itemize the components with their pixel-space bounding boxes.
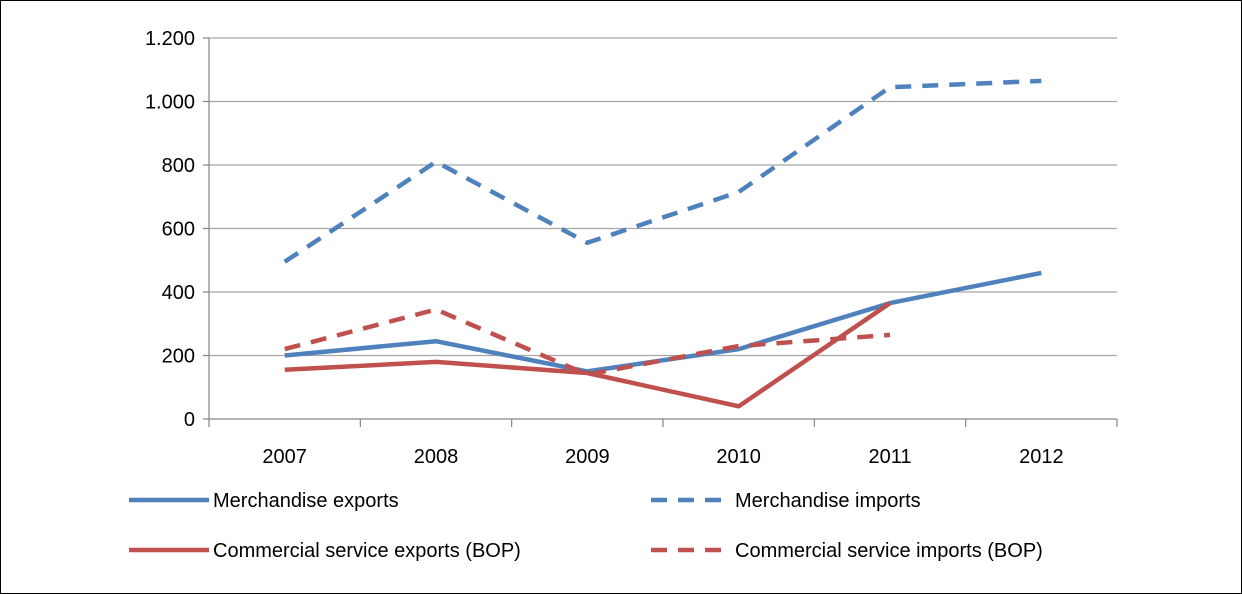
series-line-0 [284, 270, 1042, 374]
series-line-1 [283, 78, 1042, 264]
x-tick-label: 2008 [414, 446, 459, 468]
axes [203, 37, 1118, 427]
series-line-2 [284, 301, 892, 409]
legend-label: Commercial service exports (BOP) [213, 540, 521, 562]
y-tick-label: 0 [184, 409, 195, 431]
x-tick-labels: 2007 2008 2009 2010 2011 2012 [262, 446, 1063, 468]
y-tick-label: 400 [162, 282, 195, 304]
x-tick-label: 2009 [565, 446, 610, 468]
y-tick-label: 800 [162, 155, 195, 177]
legend: Merchandise exports Merchandise imports Co… [129, 490, 1043, 562]
legend-label: Merchandise exports [213, 490, 399, 512]
y-tick-label: 1.200 [145, 28, 195, 50]
x-tick-label: 2011 [868, 446, 911, 468]
y-tick-labels: 0 200 400 600 800 1.000 1.200 [145, 28, 195, 431]
series-line-3 [284, 307, 891, 377]
legend-label: Merchandise imports [735, 490, 921, 512]
legend-label: Commercial service imports (BOP) [735, 540, 1043, 562]
y-tick-label: 1.000 [145, 92, 195, 114]
legend-item: Commercial service imports (BOP) [651, 540, 1043, 562]
y-tick-label: 200 [162, 346, 195, 368]
x-tick-label: 2010 [716, 446, 761, 468]
legend-item: Merchandise exports [129, 490, 399, 512]
gridlines [209, 37, 1117, 357]
x-tick-label: 2007 [262, 446, 307, 468]
legend-item: Merchandise imports [651, 490, 921, 512]
legend-item: Commercial service exports (BOP) [129, 540, 521, 562]
series-lines [283, 78, 1042, 409]
y-tick-label: 600 [162, 219, 195, 241]
x-tick-label: 2012 [1019, 446, 1064, 468]
